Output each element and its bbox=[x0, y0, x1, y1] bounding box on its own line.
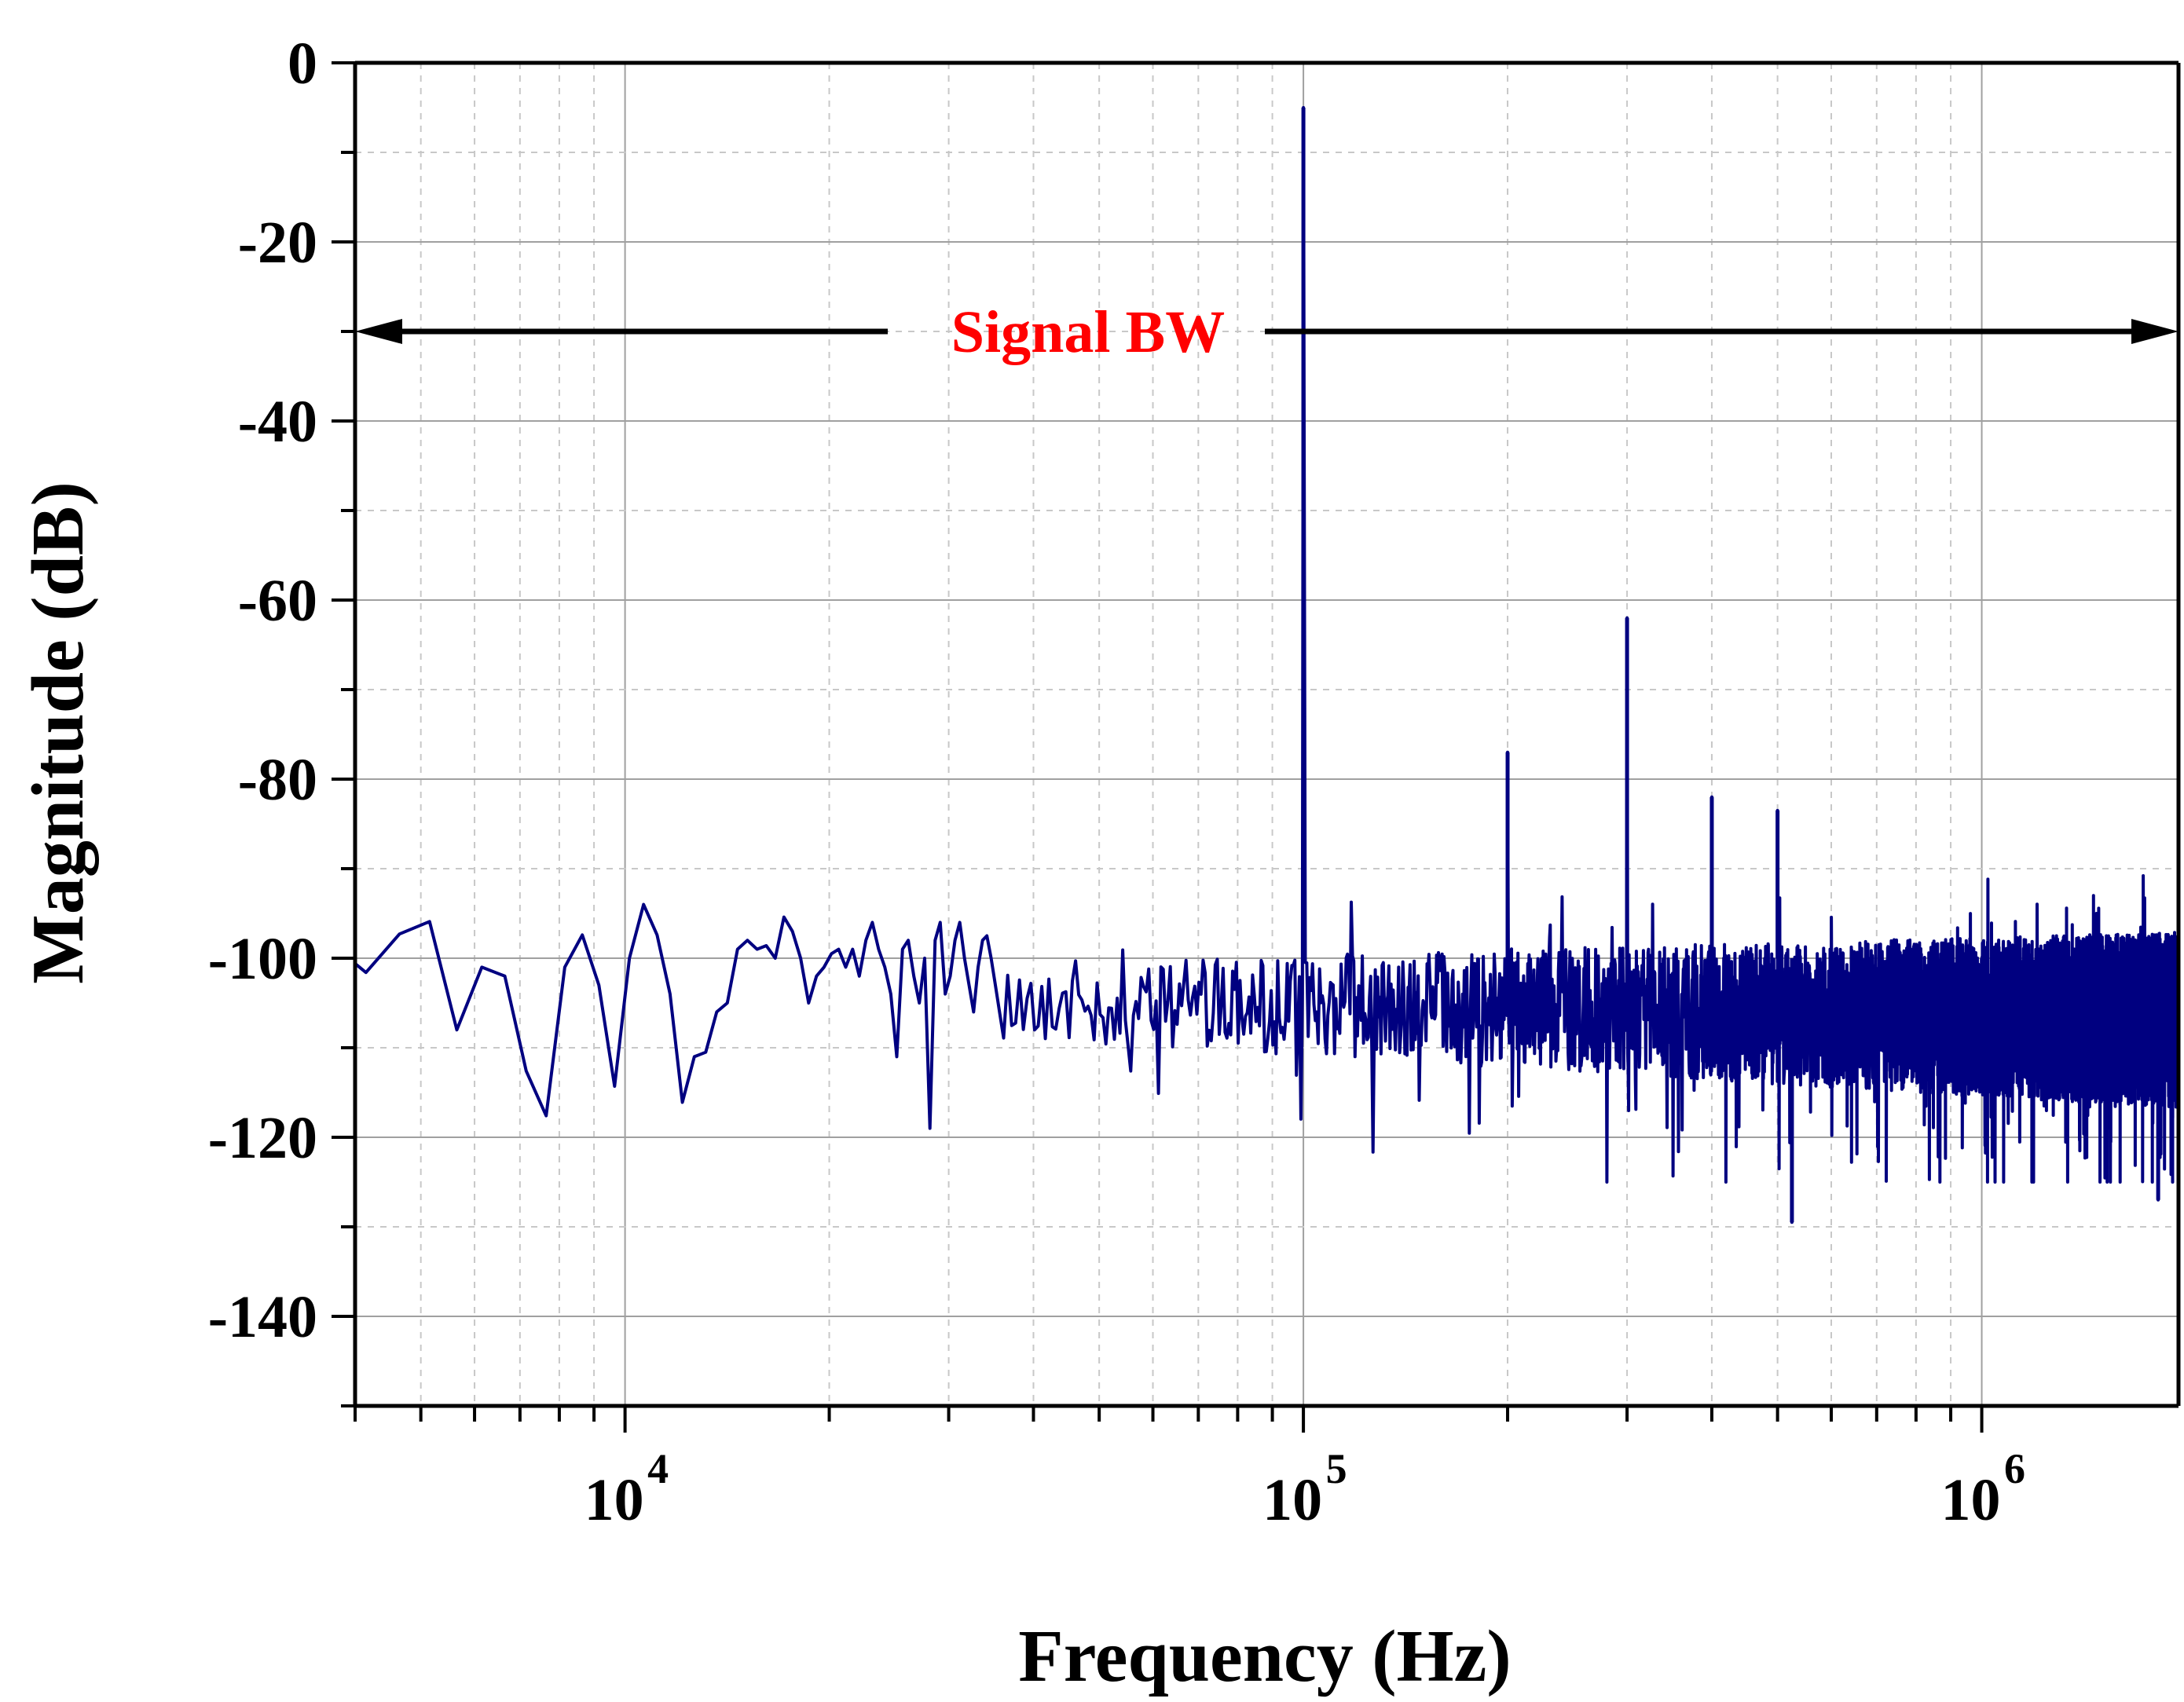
y-tick-label: -140 bbox=[208, 1284, 317, 1350]
x-tick-exponent: 5 bbox=[1326, 1445, 1347, 1492]
x-axis-title: Frequency (Hz) bbox=[1018, 1616, 1511, 1697]
y-tick-label: -20 bbox=[238, 210, 317, 276]
y-tick-label: -100 bbox=[208, 926, 317, 992]
arrowhead-right bbox=[2131, 319, 2179, 344]
y-tick-label: -80 bbox=[238, 747, 317, 813]
series-layer bbox=[354, 106, 2180, 1224]
y-tick-label: 0 bbox=[288, 31, 317, 97]
y-tick-label: -60 bbox=[238, 568, 317, 634]
y-tick-label: -40 bbox=[238, 389, 317, 455]
arrowhead-left bbox=[355, 319, 402, 344]
x-tick-label: 10 bbox=[1941, 1467, 2001, 1533]
annotation-layer: Signal BW bbox=[355, 299, 2179, 365]
x-tick-label: 10 bbox=[584, 1467, 644, 1533]
y-tick-label: -120 bbox=[208, 1105, 317, 1171]
x-tick-exponent: 4 bbox=[647, 1445, 669, 1492]
gridlines bbox=[354, 62, 2179, 1407]
x-tick-label: 10 bbox=[1262, 1467, 1322, 1533]
y-axis-title: Magnitude (dB) bbox=[17, 481, 99, 984]
x-tick-exponent: 6 bbox=[2004, 1445, 2025, 1492]
annotation-label: Signal BW bbox=[951, 299, 1225, 365]
spectrum-line bbox=[354, 106, 2180, 1224]
axes bbox=[332, 60, 2181, 1433]
